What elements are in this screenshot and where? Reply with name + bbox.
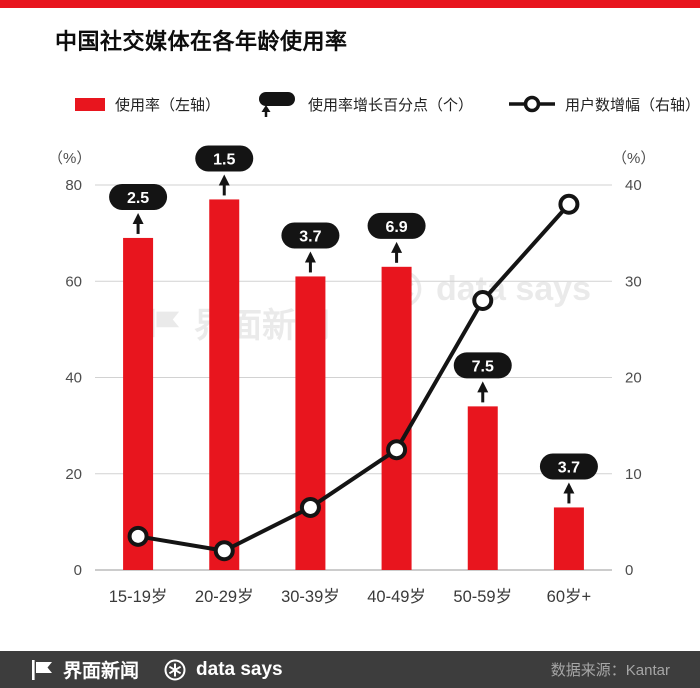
y-axis-tick-right: 40: [625, 177, 642, 194]
line-marker: [558, 193, 580, 215]
legend-pill-label: 使用率增长百分点（个）: [308, 96, 474, 114]
left-axis-unit: （%）: [48, 150, 91, 167]
y-axis-tick-right: 20: [625, 370, 642, 387]
line-marker: [299, 496, 321, 518]
line-marker: [213, 540, 235, 562]
pill-arrow-icon: [259, 92, 295, 117]
value-pill-label: 2.5: [127, 190, 149, 207]
legend: 使用率（左轴） 使用率增长百分点（个） 用户数增幅（右轴）: [75, 90, 700, 118]
usage-bar: [553, 507, 584, 570]
footer-brand-datasays-label: data says: [196, 658, 283, 680]
value-pill: [195, 145, 254, 172]
value-pill: [109, 183, 168, 210]
footer-brand-datasays: data says: [163, 658, 283, 682]
usage-bar: [123, 237, 154, 570]
arrow-head-icon: [304, 251, 316, 263]
y-axis-tick-left: 0: [74, 562, 82, 579]
x-axis-label: 60岁+: [547, 587, 592, 606]
y-axis-tick-left: 60: [65, 273, 82, 290]
value-pill-label: 7.5: [472, 358, 494, 375]
line-marker: [386, 439, 408, 461]
x-axis-label: 20-29岁: [195, 587, 254, 606]
usage-bar: [381, 266, 412, 570]
arrow-head-icon: [132, 212, 144, 224]
arrow-head-icon: [563, 482, 575, 494]
value-pill-label: 6.9: [385, 219, 407, 236]
legend-line-label: 用户数增幅（右轴）: [565, 96, 700, 114]
usage-bar: [209, 199, 240, 570]
value-pill-label: 3.7: [299, 228, 321, 245]
line-marker-icon: [509, 95, 555, 113]
source-label: 数据来源：Kantar: [550, 662, 670, 679]
x-axis-label: 50-59岁: [453, 587, 512, 606]
value-pill-label: 3.7: [558, 459, 580, 476]
bar-swatch-icon: [75, 97, 105, 111]
value-pill: [281, 222, 340, 249]
legend-item-pill: 使用率增长百分点（个）: [256, 90, 473, 118]
arrow-head-icon: [218, 174, 230, 186]
arrow-head-icon: [391, 241, 403, 253]
x-axis-label: 30-39岁: [281, 587, 340, 606]
value-pill: [453, 352, 512, 379]
y-axis-tick-left: 40: [65, 370, 82, 387]
x-axis-label: 40-49岁: [367, 587, 426, 606]
y-axis-tick-left: 80: [65, 177, 82, 194]
line-marker: [472, 290, 494, 311]
chart-canvas: 0 20 40 60 80 0 10 20 30 40 （%） （%） 2.5 1.5 3.7 6.9 7.5 3…: [48, 145, 655, 606]
top-accent-bar: [0, 0, 700, 8]
asterisk-circle-icon: [164, 659, 186, 680]
footer: 界面新闻 data says 数据来源：Kantar: [0, 651, 700, 688]
line-marker: [127, 525, 149, 547]
y-axis-tick-right: 0: [625, 562, 633, 579]
flag-icon: [32, 659, 52, 680]
legend-bar-label: 使用率（左轴）: [115, 96, 221, 114]
chart-title: 中国社交媒体在各年龄使用率: [55, 29, 348, 54]
legend-item-line: 用户数增幅（右轴）: [509, 94, 700, 115]
value-pill-label: 1.5: [213, 151, 235, 168]
footer-brand-jiemian: 界面新闻: [30, 656, 139, 683]
x-axis-label: 15-19岁: [109, 587, 168, 606]
y-axis-tick-right: 30: [625, 273, 642, 290]
y-axis-tick-right: 10: [625, 466, 642, 483]
usage-bar: [295, 276, 326, 570]
legend-item-bar: 使用率（左轴）: [75, 94, 220, 115]
usage-bar: [467, 406, 498, 570]
arrow-head-icon: [477, 381, 489, 393]
watermark-datasays-label: data says: [436, 269, 591, 308]
value-pill: [539, 453, 598, 480]
value-pill: [367, 212, 426, 239]
y-axis-tick-left: 20: [65, 466, 82, 483]
footer-brand-jiemian-label: 界面新闻: [63, 661, 140, 682]
right-axis-unit: （%）: [612, 150, 655, 167]
growth-line: [137, 202, 571, 553]
